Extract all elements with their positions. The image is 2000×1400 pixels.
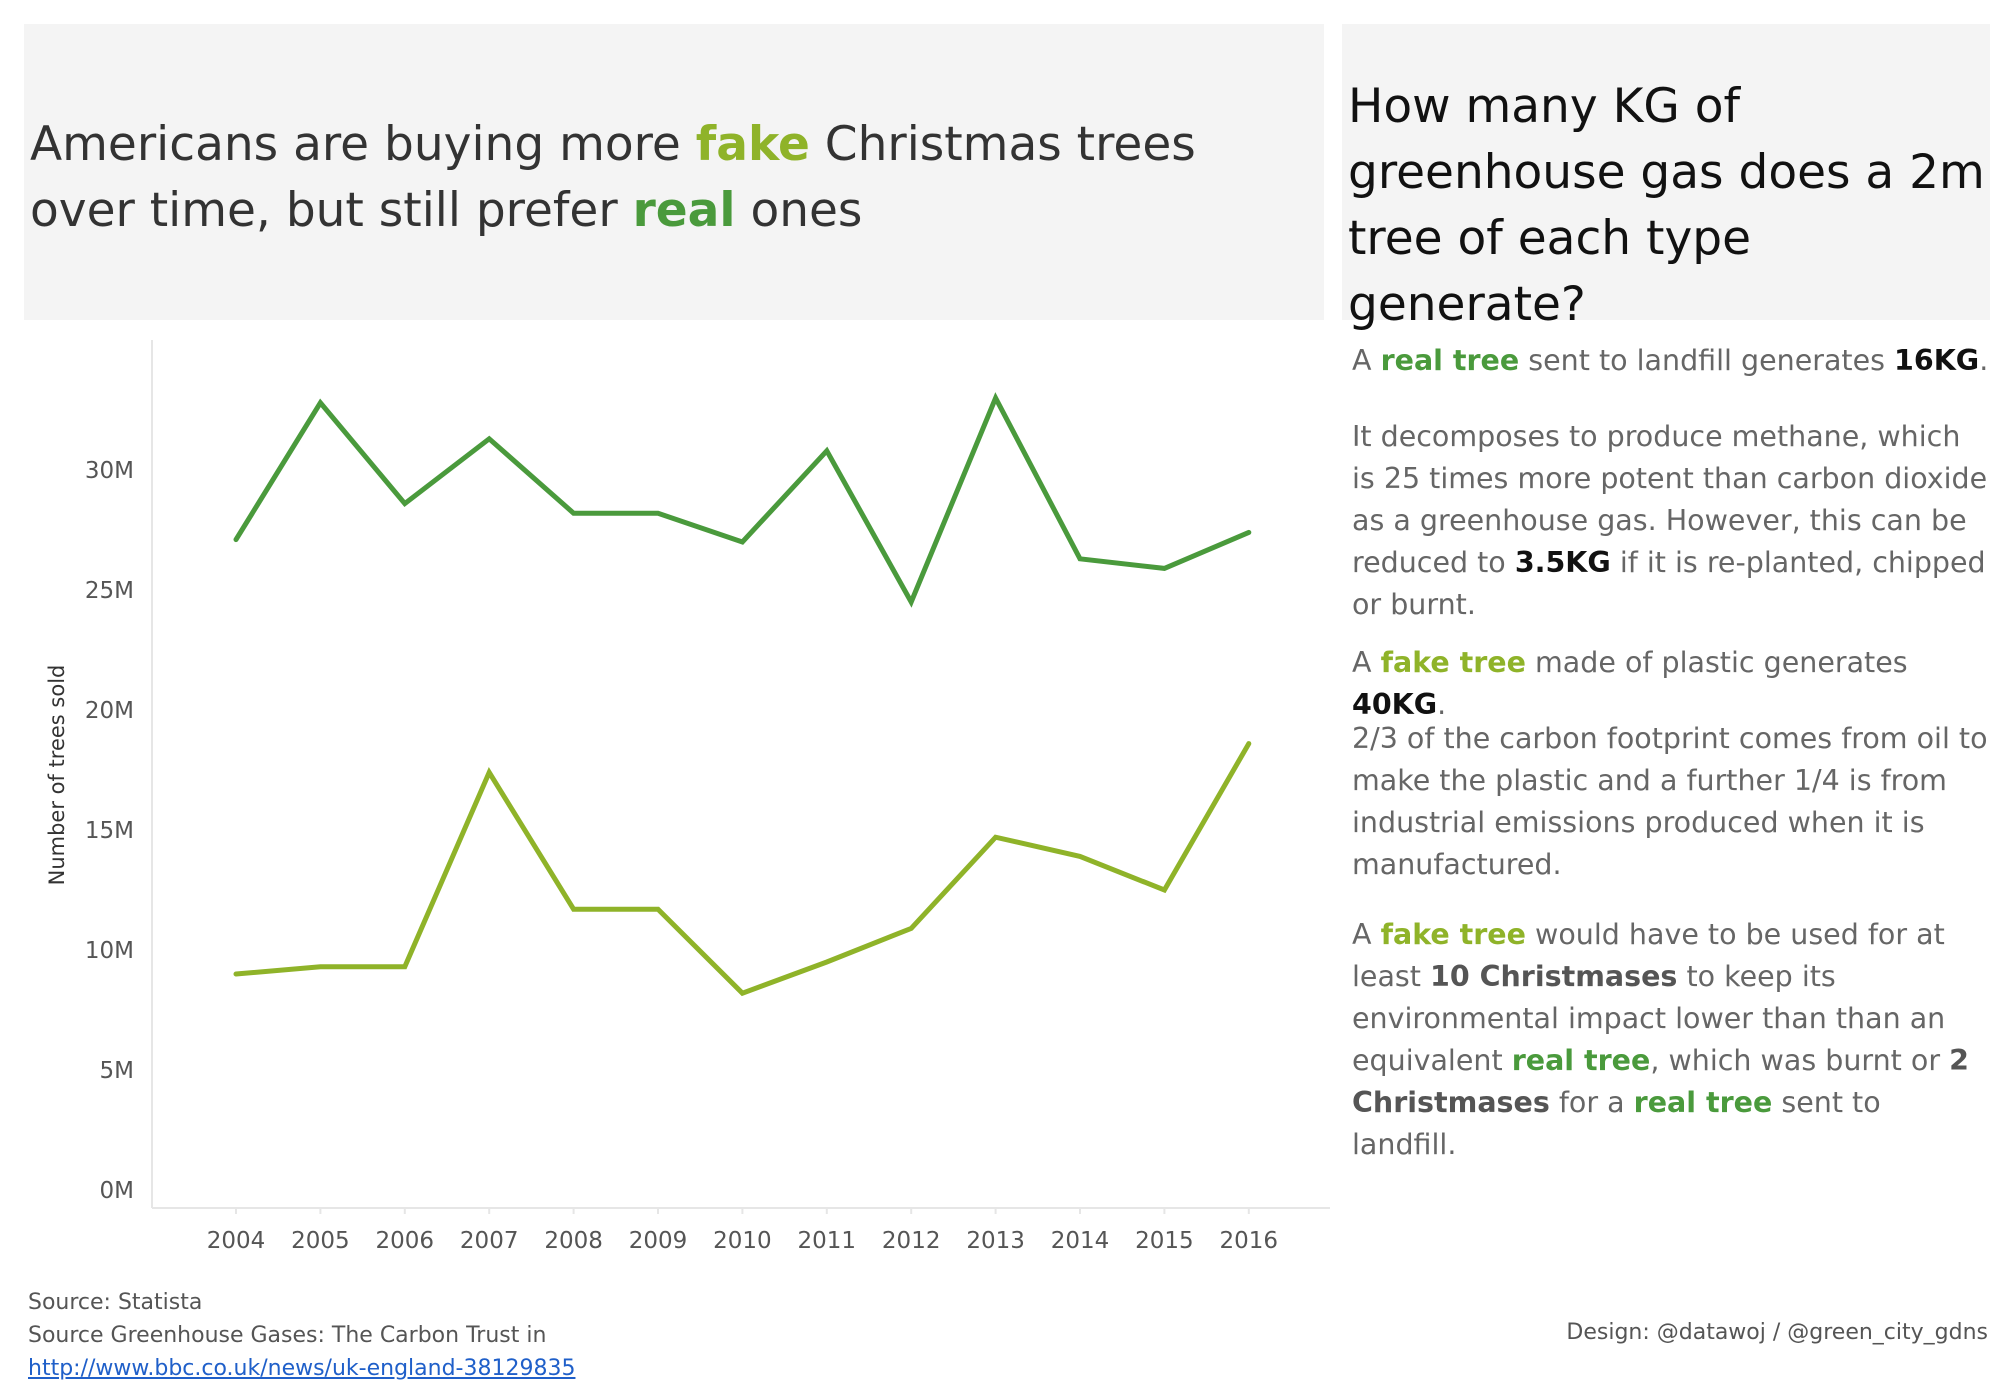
fake-trees-line: [233, 741, 1252, 997]
text-run: .: [1979, 344, 1989, 377]
title-text-1: Americans are buying more: [30, 117, 696, 172]
title-real-word: real: [632, 183, 736, 238]
sources-block: Source: Statista Source Greenhouse Gases…: [28, 1286, 575, 1385]
text-run: for a: [1549, 1086, 1634, 1119]
question-title: How many KG of greenhouse gas does a 2m …: [1348, 79, 1985, 332]
carbon-footprint-paragraph: 2/3 of the carbon footprint comes from o…: [1352, 722, 1988, 881]
decomposition-paragraph: It decomposes to produce methane, which …: [1352, 416, 1992, 626]
x-tick-label: 2014: [1051, 1228, 1110, 1250]
comparison-paragraph: A fake tree would have to be used for at…: [1352, 914, 1992, 1166]
source-link[interactable]: http://www.bbc.co.uk/news/uk-england-381…: [28, 1356, 576, 1381]
y-tick-labels: 0M 5M 10M 15M 20M 25M 30M: [85, 458, 134, 1204]
text-run: It decomposes to produce methane, which …: [1352, 420, 1988, 579]
source-carbon-trust: Source Greenhouse Gases: The Carbon Trus…: [28, 1323, 547, 1348]
x-tick-label: 2011: [798, 1228, 857, 1250]
x-tick-labels: 2004 2005 2006 2007 2008 2009 2010 2011 2012 2013…: [207, 1208, 1279, 1254]
fake-tree-plastic-paragraph: A fake tree made of plastic generates 40…: [1352, 642, 1992, 726]
x-tick-label: 2009: [629, 1228, 688, 1250]
chart-svg: Number of trees sold 0M 5M 10M 15M 20M 25M 30M…: [45, 340, 1330, 1254]
y-tick-label: 15M: [85, 818, 134, 844]
y-tick-label: 0M: [100, 1178, 134, 1204]
real-trees-line: [233, 392, 1252, 608]
y-axis-title: Number of trees sold: [45, 665, 69, 886]
fake-tree-label: fake tree: [1380, 646, 1526, 679]
title-fake-word: fake: [695, 117, 810, 172]
text-run: A: [1352, 646, 1381, 679]
main-title: Americans are buying more fake Christmas…: [30, 112, 1310, 244]
y-tick-label: 20M: [85, 698, 134, 724]
series-lines: [233, 392, 1252, 997]
text-run: would have to be used for at least: [1352, 918, 1945, 993]
x-tick-label: 2012: [882, 1228, 941, 1250]
text-run: A: [1352, 344, 1381, 377]
x-tick-label: 2015: [1135, 1228, 1194, 1250]
title-text-2: Christmas trees over time, but still pre…: [30, 117, 1196, 238]
text-run: sent to landfill generates: [1519, 344, 1895, 377]
two-christmases: 2 Christmases: [1352, 1044, 1969, 1119]
text-run: sent to landfill.: [1352, 1086, 1881, 1161]
x-tick-label: 2007: [460, 1228, 519, 1250]
question-panel: How many KG of greenhouse gas does a 2m …: [1342, 24, 1990, 332]
title-text-3: ones: [735, 183, 863, 238]
real-tree-kg-value: 16KG: [1894, 344, 1980, 377]
replanted-kg-value: 3.5KG: [1514, 546, 1611, 579]
y-tick-label: 25M: [85, 578, 134, 604]
ten-christmases: 10 Christmases: [1430, 960, 1678, 993]
design-credit: Design: @datawoj / @green_city_gdns: [1566, 1320, 1988, 1345]
line-chart: Number of trees sold 0M 5M 10M 15M 20M 25M 30M…: [24, 330, 1340, 1254]
text-run: to keep its environmental impact lower t…: [1352, 960, 1946, 1077]
text-run: made of plastic generates: [1525, 646, 1908, 679]
real-tree-label: real tree: [1633, 1086, 1773, 1119]
x-tick-label: 2006: [376, 1228, 435, 1250]
y-tick-label: 5M: [100, 1058, 134, 1084]
real-tree-label: real tree: [1380, 344, 1520, 377]
text-run: if it is re-planted, chipped or burnt.: [1352, 546, 1986, 621]
text-run: .: [1437, 688, 1447, 721]
real-tree-landfill-paragraph: A real tree sent to landfill generates 1…: [1352, 340, 1988, 382]
x-tick-label: 2013: [966, 1228, 1025, 1250]
text-run: A: [1352, 918, 1381, 951]
x-tick-label: 2005: [291, 1228, 350, 1250]
x-tick-label: 2016: [1220, 1228, 1279, 1250]
source-statista: Source: Statista: [28, 1290, 203, 1315]
x-tick-label: 2010: [713, 1228, 772, 1250]
title-panel: Americans are buying more fake Christmas…: [24, 24, 1324, 320]
y-tick-label: 30M: [85, 458, 134, 484]
text-run: , which was burnt or: [1650, 1044, 1950, 1077]
fake-tree-label: fake tree: [1380, 918, 1526, 951]
fake-tree-kg-value: 40KG: [1352, 688, 1438, 721]
y-tick-label: 10M: [85, 938, 134, 964]
x-tick-label: 2004: [207, 1228, 266, 1250]
real-tree-label: real tree: [1511, 1044, 1651, 1077]
x-tick-label: 2008: [544, 1228, 603, 1250]
